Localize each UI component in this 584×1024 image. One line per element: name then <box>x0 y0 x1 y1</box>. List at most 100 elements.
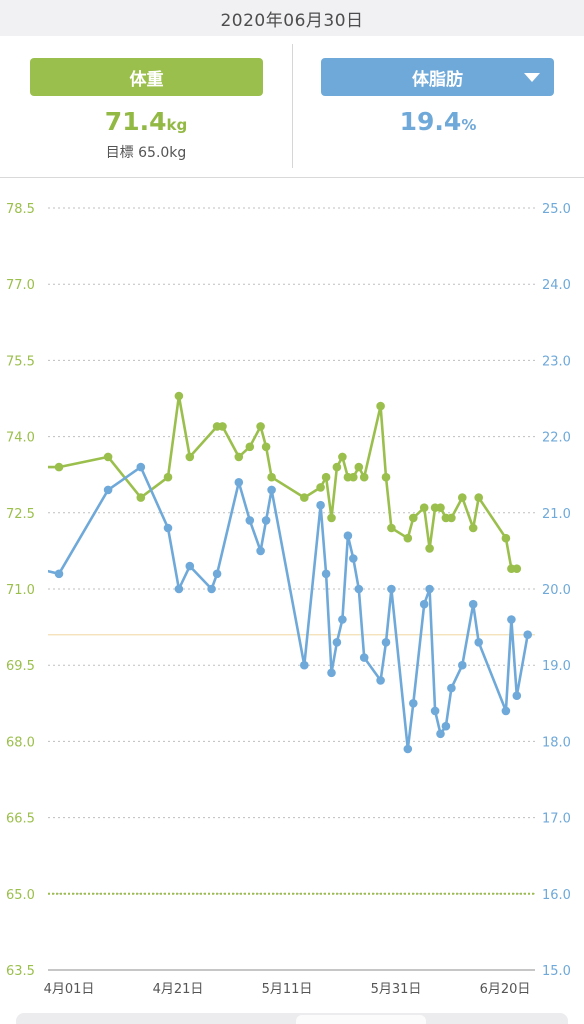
body-fat-data-point <box>136 462 146 472</box>
weight-data-point <box>436 503 445 512</box>
body-fat-data-point <box>185 561 195 571</box>
weight-data-point <box>354 462 364 472</box>
caret-down-icon[interactable] <box>524 73 540 82</box>
weight-data-point <box>103 452 113 462</box>
body-fat-tab-button[interactable]: 体脂肪 <box>321 58 554 96</box>
weight-data-point <box>338 452 347 462</box>
y-left-tick-label: 65.0 <box>6 888 35 903</box>
weight-series-line <box>48 394 517 571</box>
body-fat-data-point <box>507 615 516 624</box>
y-left-tick-label: 69.5 <box>6 659 35 674</box>
body-fat-data-point <box>359 653 369 662</box>
weight-data-point <box>174 391 184 401</box>
body-fat-data-point <box>300 660 309 670</box>
x-tick-label: 4月21日 <box>153 982 204 997</box>
weight-data-point <box>234 452 244 462</box>
body-fat-unit: % <box>461 116 477 134</box>
weight-tab-button[interactable]: 体重 <box>30 58 263 96</box>
body-fat-data-point <box>523 630 532 639</box>
body-fat-data-point <box>468 599 478 609</box>
body-fat-data-point <box>354 584 364 594</box>
weight-data-point <box>403 533 413 543</box>
y-left-tick-label: 74.0 <box>6 431 35 446</box>
weight-data-point <box>321 472 331 482</box>
body-fat-summary: 体脂肪 19.4% <box>292 36 584 177</box>
weight-number: 71.4 <box>104 107 167 136</box>
x-tick-label: 5月11日 <box>262 982 313 997</box>
body-fat-data-point <box>349 554 358 563</box>
body-fat-series-line <box>48 465 529 751</box>
weight-data-point <box>267 472 276 482</box>
y-left-tick-label: 68.0 <box>6 735 35 750</box>
body-fat-data-point <box>387 584 396 594</box>
weight-data-point <box>474 493 484 502</box>
y-left-tick-label: 66.5 <box>6 812 35 827</box>
body-fat-data-point <box>512 691 522 700</box>
weight-data-point <box>300 493 309 502</box>
y-left-tick-label: 75.5 <box>6 354 35 369</box>
weight-data-point <box>501 533 511 543</box>
y-right-tick-label: 19.0 <box>542 659 571 674</box>
body-fat-data-point <box>376 676 385 685</box>
body-fat-data-point <box>321 569 331 579</box>
body-fat-data-point <box>316 500 325 510</box>
y-right-tick-label: 22.0 <box>542 431 571 446</box>
y-right-tick-label: 16.0 <box>542 888 571 903</box>
body-fat-data-point <box>332 638 342 647</box>
body-fat-data-point <box>256 546 265 556</box>
weight-data-point <box>218 422 227 431</box>
y-right-tick-label: 21.0 <box>542 507 571 522</box>
weight-unit: kg <box>166 116 188 134</box>
weight-data-point <box>54 462 64 472</box>
body-fat-data-point <box>403 744 413 754</box>
weight-data-point <box>349 472 358 482</box>
y-right-tick-label: 24.0 <box>542 278 571 293</box>
body-fat-tab-label: 体脂肪 <box>412 69 463 90</box>
body-fat-data-point <box>425 584 434 594</box>
summary-header: 体重 71.4kg 目標 65.0kg 体脂肪 19.4% <box>0 36 584 178</box>
y-right-tick-label: 25.0 <box>542 202 571 217</box>
body-fat-data-point <box>103 485 113 495</box>
y-left-tick-label: 77.0 <box>6 278 35 293</box>
x-tick-label: 5月31日 <box>371 982 422 997</box>
weight-data-point <box>468 523 478 533</box>
bottom-segment-bar <box>16 1013 568 1024</box>
weight-data-point <box>381 472 391 482</box>
y-right-tick-label: 18.0 <box>542 735 571 750</box>
weight-goal: 目標 65.0kg <box>105 145 187 161</box>
weight-data-point <box>136 493 146 502</box>
x-tick-label: 4月01日 <box>44 982 95 997</box>
weight-value: 71.4kg <box>0 107 292 136</box>
body-fat-data-point <box>343 531 353 540</box>
weight-data-point <box>316 483 325 492</box>
body-fat-data-point <box>409 699 418 708</box>
y-left-tick-label: 71.0 <box>6 583 35 598</box>
y-left-tick-label: 78.5 <box>6 202 35 217</box>
body-fat-data-point <box>207 584 216 594</box>
y-left-tick-label: 63.5 <box>6 964 35 979</box>
body-fat-data-point <box>267 485 276 495</box>
body-fat-data-point <box>212 569 222 579</box>
weight-data-point <box>458 493 467 502</box>
body-fat-number: 19.4 <box>399 107 462 136</box>
y-right-tick-label: 17.0 <box>542 812 571 827</box>
body-fat-data-point <box>163 523 173 533</box>
body-fat-value: 19.4% <box>292 107 584 136</box>
body-fat-data-point <box>54 569 64 579</box>
body-fat-data-point <box>419 599 429 609</box>
body-fat-data-point <box>327 668 336 678</box>
y-right-tick-label: 15.0 <box>542 964 571 979</box>
body-fat-data-point <box>430 706 440 716</box>
weight-data-point <box>245 442 255 452</box>
y-right-tick-label: 20.0 <box>542 583 571 598</box>
weight-data-point <box>327 513 336 523</box>
weight-bodyfat-chart[interactable]: 63.5 65.0 66.5 68.0 69.5 71.0 72.5 74.0 75.5 77.0… <box>0 178 584 1008</box>
weight-data-point <box>447 513 456 523</box>
weight-data-point <box>359 472 369 482</box>
body-fat-data-point <box>245 516 255 525</box>
weight-data-point <box>425 544 434 553</box>
bottom-segment-knob[interactable] <box>296 1015 426 1024</box>
body-fat-data-point <box>174 584 184 594</box>
weight-data-point <box>387 523 396 533</box>
weight-data-point <box>332 462 342 472</box>
